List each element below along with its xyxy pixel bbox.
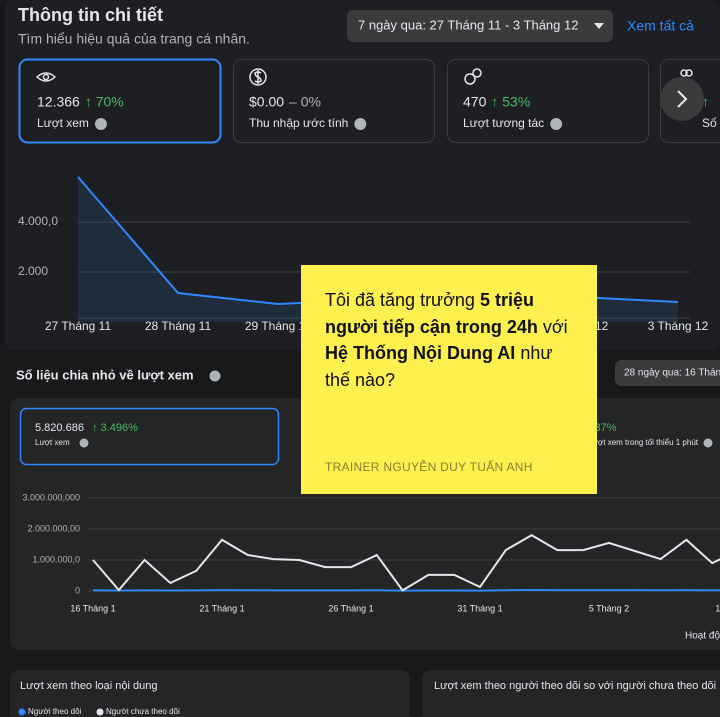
date-range[interactable]: 28 ngày qua: 16 Tháng 1 - 12 Tháng 2	[624, 368, 720, 379]
overview-panel	[5, 0, 720, 350]
x-tick-label: 28 Tháng 11	[145, 319, 212, 333]
date-range[interactable]: 7 ngày qua: 27 Tháng 11 - 3 Tháng 12	[358, 17, 578, 32]
metric-card[interactable]	[18, 58, 222, 144]
x-tick-label: 27 Tháng 11	[45, 319, 112, 333]
section-title: Số liệu chia nhỏ về lượt xem	[16, 367, 194, 382]
emphasis: Hệ Thống Nội Dung AI	[325, 343, 516, 363]
y-tick-label: 3.000.000,000	[22, 492, 80, 502]
y-tick-label: 0	[75, 585, 80, 595]
info-icon	[94, 118, 107, 130]
x-tick-label: 16 Tháng 1	[70, 603, 115, 613]
date-button[interactable]	[347, 10, 613, 42]
y-tick-label: 4.000,0	[18, 214, 58, 228]
x-tick-label: 29 Tháng 11	[245, 319, 312, 333]
metric-card[interactable]	[447, 59, 649, 143]
headline: Tôi đã tăng trưởng 5 triệu người tiếp cậ…	[325, 287, 577, 393]
next-button[interactable]	[660, 77, 704, 121]
date-button[interactable]	[615, 360, 720, 386]
see-all[interactable]: Xem tất cả	[627, 18, 694, 34]
line	[92, 589, 720, 592]
y-tick-label: 2.000.000,00	[27, 523, 80, 533]
info-icon	[79, 438, 89, 448]
info-icon	[703, 438, 713, 448]
metric-change: – 0%	[289, 94, 321, 110]
info-icon	[354, 118, 367, 130]
metric-change: ↑ 53%	[491, 94, 530, 110]
x-tick-label: 31 Tháng 1	[457, 603, 502, 613]
info-icon	[550, 118, 563, 130]
metric-value: 470	[463, 94, 487, 110]
y-tick-label: 2.000	[18, 264, 48, 278]
metric-card[interactable]	[233, 59, 435, 143]
panel-title: Lượt xem theo loại nội dung	[20, 680, 158, 692]
x-tick-label: 21 Tháng 1	[199, 603, 244, 613]
legend-label: Người theo dõi	[28, 707, 82, 716]
legend-swatch	[18, 708, 26, 716]
metric-label: Lượt tương tác	[463, 116, 544, 130]
metric-label: Thu nhập ước tính	[249, 116, 348, 130]
promo-overlay: Tôi đã tăng trưởng 5 triệu người tiếp cậ…	[301, 265, 597, 494]
y-tick-label: 1.000.000,0	[32, 554, 80, 564]
metric-value: $0.00	[249, 94, 284, 110]
byline: TRAINER NGUYỄN DUY TUẤN ANH	[325, 460, 533, 474]
x-tick-label: 3 Tháng 12	[648, 319, 709, 333]
metric-label: Lượt xem	[35, 438, 70, 447]
legend-swatch	[96, 708, 104, 716]
metric-label: Số người	[702, 116, 720, 130]
emphasis: 5 triệu người tiếp cận trong 24h	[325, 290, 538, 337]
area	[78, 177, 678, 322]
metric-value: 5.820.686	[35, 422, 84, 434]
chevron	[677, 90, 688, 108]
x-tick-label: 10 Tháng 2	[715, 603, 720, 613]
legend-label: Người chưa theo dõi	[106, 707, 180, 716]
x-tick-label: 5 Tháng 2	[589, 603, 629, 613]
text: như thế nào?	[325, 343, 553, 390]
metric-label: Lượt xem	[37, 116, 89, 130]
content-type-panel	[10, 670, 410, 717]
metric-label: Lượt xem trong tối thiểu 1 phút	[588, 438, 699, 447]
title: Thông tin chi tiết	[18, 5, 163, 25]
metric-change: ↑	[702, 94, 709, 110]
metric-card[interactable]	[19, 407, 280, 466]
caret	[594, 23, 604, 29]
x-tick-label: 26 Tháng 1	[328, 603, 373, 613]
line	[92, 534, 720, 592]
metric-value: 12.366	[37, 94, 80, 110]
metric-change: ↑ 3.496%	[92, 422, 138, 434]
info-icon	[209, 370, 221, 382]
icons	[35, 68, 693, 86]
footer-link[interactable]: Hoạt động	[685, 631, 720, 642]
metric-change: ↑ 70%	[85, 94, 124, 110]
subtitle: Tìm hiểu hiệu quả của trang cá nhân.	[18, 31, 250, 47]
followers-panel	[422, 670, 720, 717]
text: với	[537, 316, 568, 337]
text: Tôi đã tăng trưởng	[325, 290, 480, 310]
panel-title: Lượt xem theo người theo dõi so với ngườ…	[434, 680, 716, 692]
